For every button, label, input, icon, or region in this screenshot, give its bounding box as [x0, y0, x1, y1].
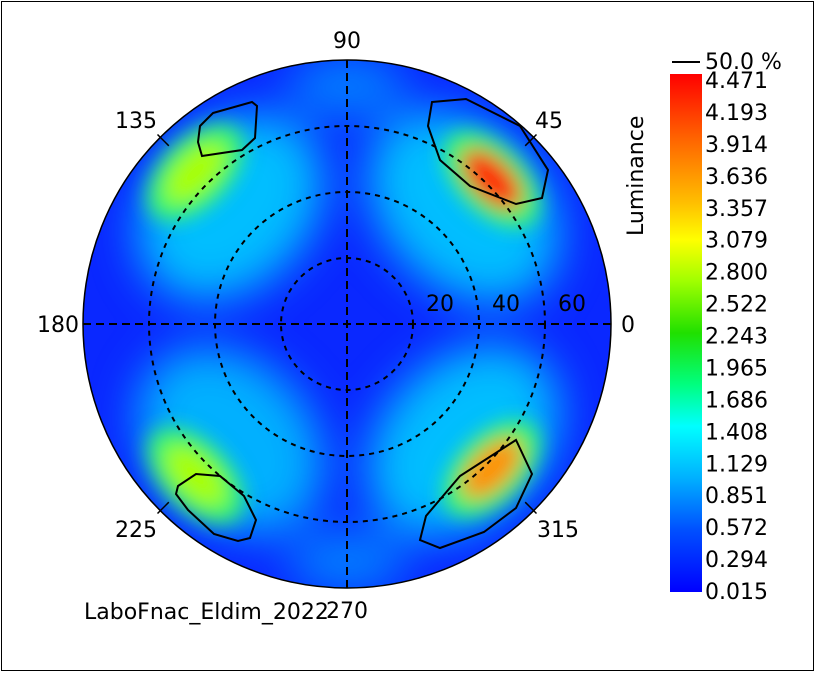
radial-label-40: 40	[492, 292, 520, 317]
edge-tick	[156, 501, 170, 515]
polar-grid	[83, 60, 611, 588]
angle-label-180: 180	[37, 313, 79, 338]
colorbar-level: 3.357	[705, 197, 768, 222]
hotspot-core	[164, 141, 226, 203]
angle-labels: 0 45 90 135 180 225 270 315	[37, 29, 635, 624]
contour-lines	[174, 97, 550, 550]
hotspot-core	[164, 445, 226, 507]
colorbar-level: 1.408	[705, 420, 768, 445]
contour-legend-label: 50.0 %	[705, 50, 782, 75]
footer-label: LaboFnac_Eldim_2022	[84, 600, 329, 625]
colorbar-level: 2.243	[705, 325, 768, 350]
hotspot-core	[461, 148, 523, 210]
angle-label-0: 0	[621, 313, 635, 338]
colorbar-level: 0.572	[705, 516, 768, 541]
angle-label-135: 135	[115, 109, 157, 134]
edge-tick	[524, 501, 538, 515]
colorbar-level: 1.686	[705, 388, 768, 413]
colorbar-level: 1.965	[705, 356, 768, 381]
colorbar-level: 3.636	[705, 165, 768, 190]
colorbar: 50.0 % Luminance 4.471 4.193 3.914 3.636 3.3…	[624, 50, 782, 605]
radial-label-20: 20	[426, 292, 454, 317]
colorbar-labels: 4.471 4.193 3.914 3.636 3.357 3.079 2.800 2.522…	[705, 69, 768, 605]
radial-tick-labels: 20 40 60	[426, 292, 586, 317]
contour-45	[426, 97, 550, 206]
angle-label-225: 225	[115, 518, 157, 543]
colorbar-gradient	[670, 74, 702, 592]
colorbar-level: 0.294	[705, 548, 768, 573]
contour-135	[196, 100, 259, 158]
radial-label-60: 60	[558, 292, 586, 317]
colorbar-level: 2.522	[705, 293, 768, 318]
contour-315	[418, 438, 534, 550]
colorbar-level: 2.800	[705, 261, 768, 286]
colorbar-level: 3.914	[705, 133, 768, 158]
edge-tick	[524, 133, 538, 147]
hotspot-core	[461, 438, 523, 500]
colorbar-level: 4.193	[705, 101, 768, 126]
edge-tick	[156, 133, 170, 147]
colorbar-level: 3.079	[705, 229, 768, 254]
angle-label-90: 90	[333, 29, 361, 54]
colorbar-level: 0.851	[705, 484, 768, 509]
contour-225	[174, 472, 258, 543]
angle-label-270: 270	[326, 599, 368, 624]
angle-label-315: 315	[537, 518, 579, 543]
colorbar-level: 0.015	[705, 580, 768, 605]
colorbar-level: 4.471	[705, 69, 768, 94]
angle-label-45: 45	[535, 109, 563, 134]
colorbar-title: Luminance	[624, 116, 649, 236]
colorbar-level: 1.129	[705, 452, 768, 477]
